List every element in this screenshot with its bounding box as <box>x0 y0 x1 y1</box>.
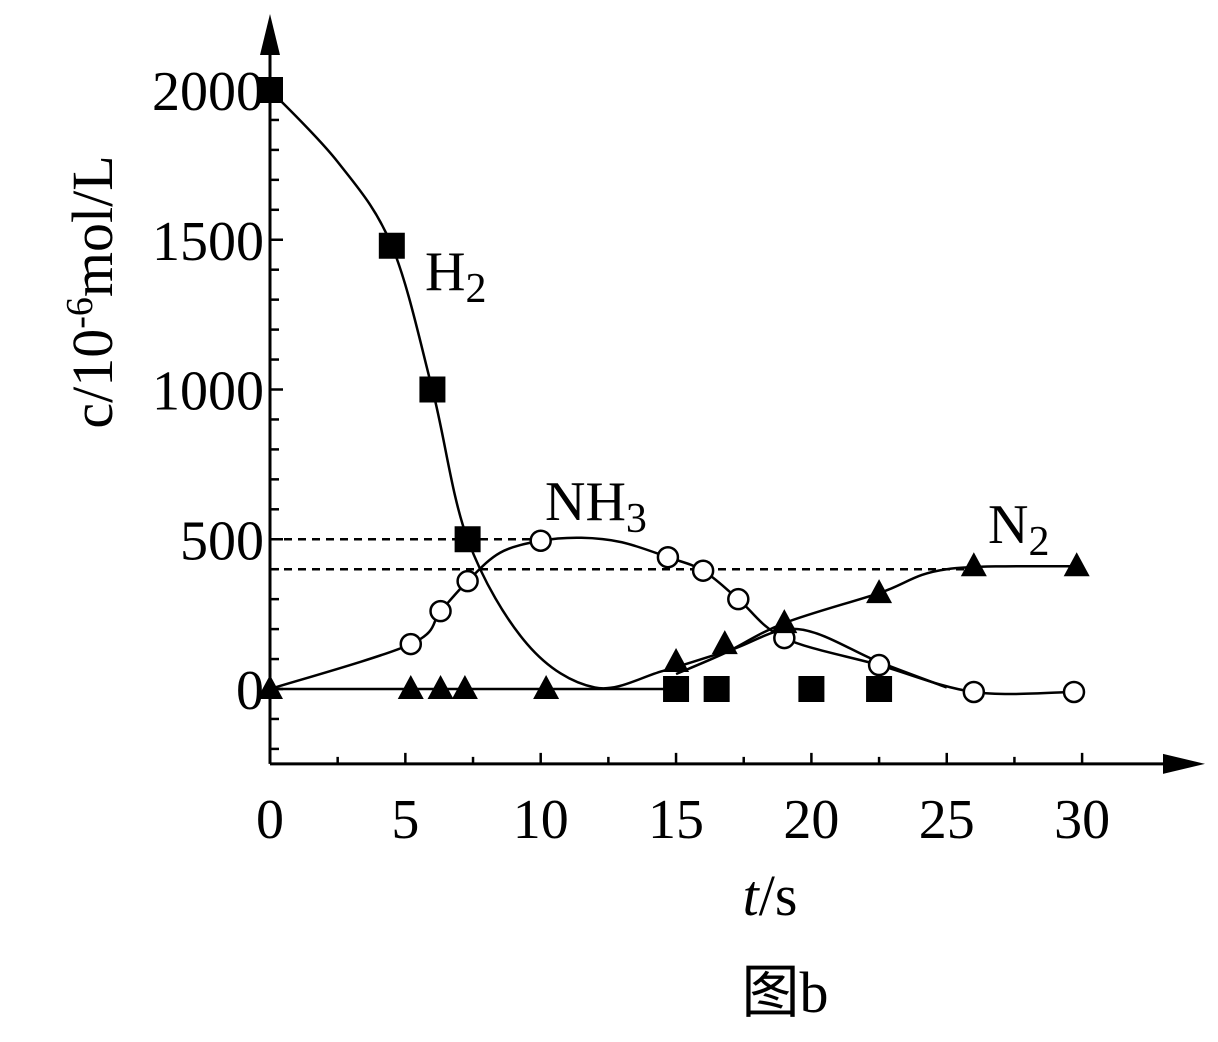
reference-lines <box>270 538 974 571</box>
series-labels: H2 NH3 N2 <box>425 241 1049 565</box>
marker-h2 <box>798 676 825 702</box>
marker-n2 <box>960 552 987 577</box>
series-label-h2: H2 <box>425 241 486 312</box>
marker-n2 <box>451 675 478 699</box>
marker-n2 <box>533 675 560 699</box>
marker-nh3 <box>429 599 452 623</box>
x-tick-label: 15 <box>648 789 704 851</box>
marker-nh3 <box>529 529 552 552</box>
marker-n2 <box>427 675 454 699</box>
x-axis-arrow-icon <box>1163 753 1205 774</box>
marker-n2 <box>397 675 424 699</box>
marker-h2 <box>257 77 283 103</box>
marker-h2 <box>703 676 730 702</box>
figure-caption: 图b <box>741 960 828 1025</box>
marker-nh3 <box>962 680 986 704</box>
series-label-n2: N2 <box>988 494 1049 565</box>
y-axis-title: c/10-6mol/L <box>59 155 125 428</box>
marker-n2 <box>711 630 738 655</box>
marker-nh3 <box>456 569 479 593</box>
marker-n2 <box>257 675 283 699</box>
marker-n2 <box>866 579 893 604</box>
series-curves <box>269 89 1077 696</box>
x-tick-label: 10 <box>513 789 569 851</box>
y-axis-arrow-icon <box>260 14 280 55</box>
x-tick-label: 5 <box>391 789 419 851</box>
marker-nh3 <box>656 545 680 569</box>
marker-n2 <box>1063 552 1090 577</box>
marker-n2 <box>663 648 690 673</box>
x-tick-label: 0 <box>256 789 284 851</box>
y-tick-label: 1000 <box>152 361 264 423</box>
y-tick-label: 0 <box>236 660 264 722</box>
marker-h2 <box>378 232 405 259</box>
marker-h2 <box>866 676 893 702</box>
x-ticks: 0 5 10 15 20 25 30 <box>256 752 1110 851</box>
marker-nh3 <box>867 653 891 677</box>
x-tick-label: 20 <box>783 789 839 851</box>
marker-nh3 <box>1062 680 1086 704</box>
y-tick-label: 1500 <box>152 211 264 273</box>
marker-h2 <box>419 376 446 403</box>
x-axis-title: t/s <box>743 863 798 928</box>
marker-h2 <box>454 526 481 553</box>
marker-nh3 <box>727 587 750 611</box>
series-label-nh3: NH3 <box>545 471 647 542</box>
y-tick-label: 2000 <box>152 61 264 123</box>
marker-nh3 <box>691 559 715 582</box>
x-tick-label: 25 <box>919 789 975 851</box>
y-tick-label: 500 <box>180 510 264 572</box>
marker-h2 <box>663 676 690 702</box>
series-markers <box>257 77 1090 704</box>
marker-n2 <box>771 609 798 634</box>
series-line-h2 <box>269 89 948 690</box>
axes: 0 5 10 15 20 25 30 0 500 1000 1500 2000 <box>152 14 1205 851</box>
y-ticks: 0 500 1000 1500 2000 <box>152 61 283 751</box>
x-tick-label: 30 <box>1054 789 1110 851</box>
marker-nh3 <box>399 632 423 656</box>
